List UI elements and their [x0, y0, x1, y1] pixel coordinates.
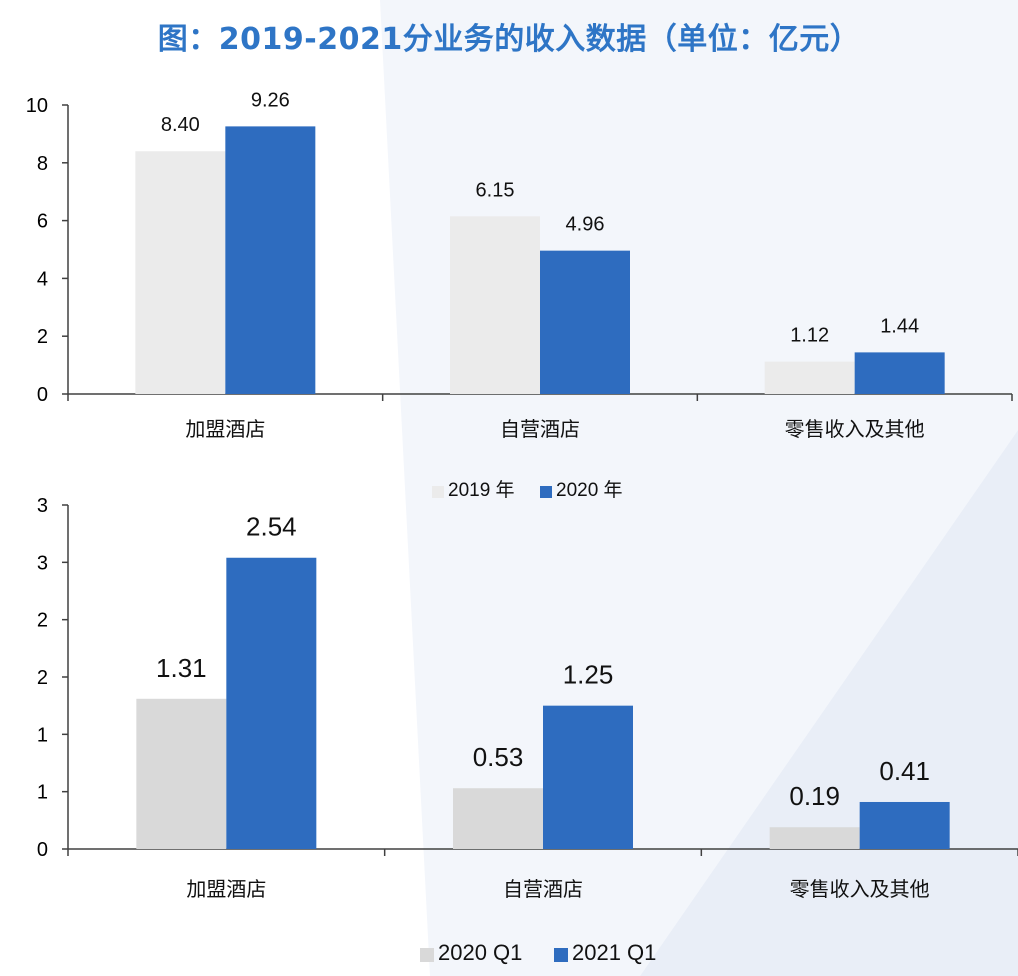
y-tick-label: 0 [37, 384, 48, 406]
data-label: 4.96 [566, 214, 605, 236]
y-tick-label: 2 [37, 326, 48, 348]
y-tick-label: 2 [37, 667, 48, 689]
y-tick-label: 2 [37, 610, 48, 632]
data-label: 0.41 [879, 756, 930, 786]
legend-label: 2020 年 [556, 479, 623, 501]
bar [540, 250, 630, 394]
y-tick-label: 8 [37, 153, 48, 175]
data-label: 1.25 [563, 660, 614, 690]
x-category-label: 自营酒店 [500, 417, 580, 441]
bar [764, 361, 855, 394]
legend-label: 2019 年 [448, 479, 515, 501]
data-label: 8.40 [161, 114, 200, 136]
x-category-label: 加盟酒店 [186, 877, 266, 901]
legend-swatch [554, 948, 568, 962]
bar [854, 352, 945, 394]
bar [453, 788, 543, 849]
y-tick-label: 0 [37, 839, 48, 861]
x-category-label: 零售收入及其他 [790, 877, 930, 901]
bar [225, 126, 316, 395]
y-tick-label: 3 [37, 552, 48, 574]
data-label: 1.44 [880, 315, 919, 337]
bar [450, 216, 540, 394]
bar [226, 557, 317, 849]
page-title: 图：2019-2021分业务的收入数据（单位：亿元） [157, 22, 861, 57]
legend-label: 2020 Q1 [438, 940, 522, 965]
data-label: 0.19 [789, 781, 840, 811]
data-label: 1.12 [790, 325, 829, 347]
y-tick-label: 10 [26, 95, 48, 117]
data-label: 9.26 [251, 89, 290, 111]
bar [136, 698, 227, 849]
bar [135, 151, 226, 394]
x-category-label: 自营酒店 [503, 877, 583, 901]
chart-top: 0 2 4 6 8 10 8.40 9.26 加盟酒店 6.15 4.96 自营酒店 1.12 1.44 零… [26, 89, 1013, 501]
y-tick-label: 1 [37, 724, 48, 746]
x-category-label: 加盟酒店 [185, 417, 265, 441]
bar [859, 801, 950, 849]
y-tick-label: 4 [37, 268, 48, 290]
data-label: 6.15 [476, 179, 515, 201]
x-category-label: 零售收入及其他 [785, 417, 925, 441]
legend-swatch [420, 948, 434, 962]
data-label: 1.31 [156, 653, 207, 683]
legend-label: 2021 Q1 [572, 940, 656, 965]
y-tick-label: 3 [37, 495, 48, 517]
legend-swatch [540, 486, 552, 498]
bar [543, 705, 633, 849]
bar [769, 827, 860, 849]
data-label: 0.53 [473, 742, 524, 772]
legend-swatch [432, 486, 444, 498]
data-label: 2.54 [246, 512, 297, 542]
y-tick-label: 1 [37, 782, 48, 804]
y-tick-label: 6 [37, 211, 48, 233]
